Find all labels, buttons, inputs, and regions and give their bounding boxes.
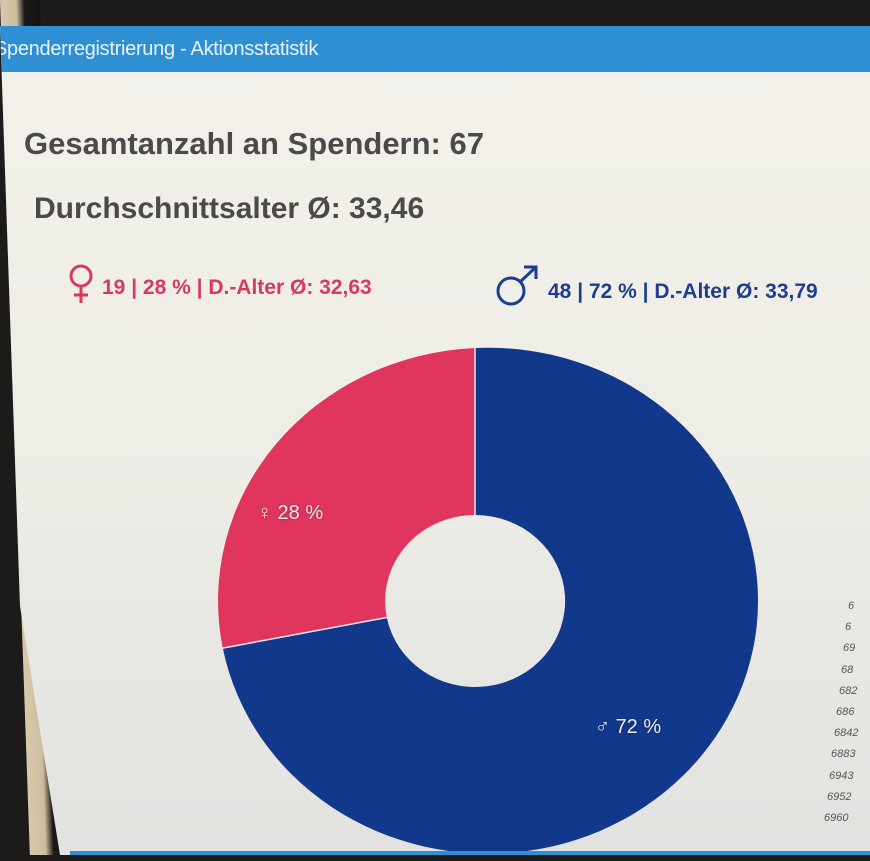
donut-svg <box>218 347 759 854</box>
window-title: Spenderregistrierung - Aktionsstatistik <box>0 38 319 60</box>
gender-donut-chart: ♀ 28 % ♂ 72 % <box>205 346 765 855</box>
legend-female-text: 19 | 28 % | D.-Alter Ø: 32,63 <box>102 276 372 299</box>
slice-label-male: ♂ 72 % <box>595 716 662 738</box>
title-bar: Spenderregistrierung - Aktionsstatistik <box>0 26 870 72</box>
id-list-item[interactable]: 68 <box>841 663 854 676</box>
id-list-item[interactable]: 6 <box>845 621 852 634</box>
id-list-item[interactable]: 69 <box>843 642 856 655</box>
female-symbol-icon <box>69 264 93 303</box>
id-list-item[interactable]: 682 <box>839 684 858 697</box>
id-list-item[interactable]: 6842 <box>834 727 859 740</box>
slice-label-female: ♀ 28 % <box>257 502 324 524</box>
legend-female: 19 | 28 % | D.-Alter Ø: 32,63 <box>68 264 372 304</box>
donut-slice-male[interactable] <box>222 347 759 854</box>
id-list-item[interactable]: 6 <box>848 600 855 612</box>
id-list-item[interactable]: 6952 <box>827 790 852 803</box>
donor-id-list: 6 6 69 68 682 686 6842 6883 6943 6952 69… <box>820 596 870 829</box>
bottom-bar <box>70 851 870 855</box>
id-list-item[interactable]: 6960 <box>824 812 849 825</box>
donut-slice-female[interactable] <box>218 348 475 649</box>
male-symbol-icon <box>496 265 538 306</box>
average-age-heading: Durchschnittsalter Ø: 33,46 <box>34 192 425 225</box>
id-list-item[interactable]: 686 <box>836 706 855 719</box>
id-list-item[interactable]: 6883 <box>831 748 856 761</box>
legend-male-text: 48 | 72 % | D.-Alter Ø: 33,79 <box>548 280 818 303</box>
app-screen: Spenderregistrierung - Aktionsstatistik … <box>0 26 870 855</box>
id-list-item[interactable]: 6943 <box>829 769 854 782</box>
legend-male: 48 | 72 % | D.-Alter Ø: 33,79 <box>494 264 818 308</box>
total-donors-heading: Gesamtanzahl an Spendern: 67 <box>24 126 484 161</box>
